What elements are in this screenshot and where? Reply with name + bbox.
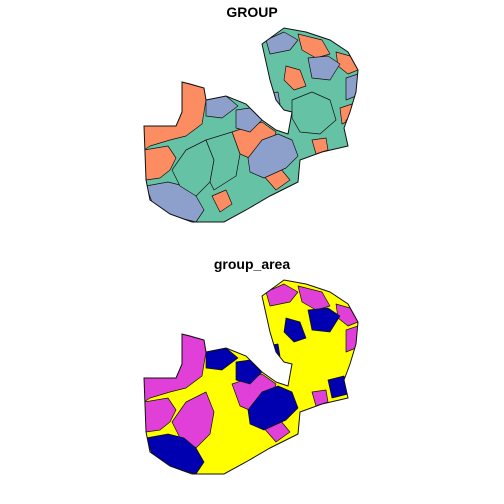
region-navy-southcentral [247,385,299,431]
region-blue-southcentral [247,133,299,179]
region-blue-small [265,91,281,107]
region-teal-center [205,131,241,191]
map-title-group-area: group_area [213,256,291,272]
region-orange-northeast-strip [345,117,357,141]
region-orange-north [297,33,331,59]
map-title-group: GROUP [226,4,278,20]
map-group [143,27,359,223]
region-orange-southwest [211,189,233,213]
region-orange-southeast [311,137,329,155]
region-orange-north-center [283,65,307,91]
region-magenta-north-top [265,283,299,307]
region-navy-east [327,375,349,399]
region-blue-northeast [307,55,341,81]
region-navy-northeast [307,307,341,333]
region-magenta-north [297,285,331,311]
region-teal-east [291,91,337,135]
region-navy-small [265,343,281,359]
region-navy-north-center [283,317,307,343]
region-magenta-southeast [311,389,329,407]
map-group-area [143,279,359,475]
region-blue-north-top [265,31,299,55]
